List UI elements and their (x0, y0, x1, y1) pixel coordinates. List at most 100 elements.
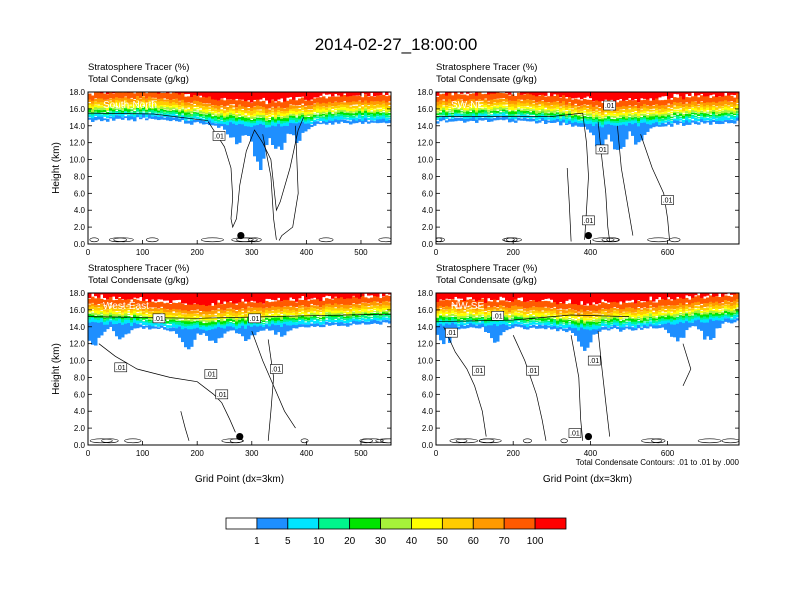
tracer-cell (697, 97, 701, 104)
tracer-cell (574, 293, 578, 306)
tracer-cell (157, 293, 161, 300)
contour-line (207, 117, 304, 229)
tracer-cell (481, 309, 485, 312)
tracer-cell (178, 309, 182, 313)
tracer-cell (94, 298, 98, 305)
tracer-cell (574, 114, 578, 118)
tracer-cell (121, 306, 125, 310)
tracer-cell (454, 117, 458, 122)
tracer-cell (190, 97, 194, 103)
tracer-cell (685, 312, 689, 315)
tracer-cell (688, 92, 692, 96)
tracer-cell (598, 116, 602, 119)
tracer-cell (616, 117, 620, 118)
y-tick-label: 10.0 (69, 156, 85, 165)
tracer-cell (700, 110, 704, 113)
tracer-cell (694, 108, 698, 112)
y-tick-label: 18.0 (417, 88, 433, 97)
tracer-cell (463, 116, 467, 119)
tracer-cell (283, 299, 287, 307)
tracer-cell (664, 116, 668, 119)
tracer-cell (670, 309, 674, 312)
tracer-cell (271, 116, 275, 118)
panel-header-tracer: Stratosphere Tracer (%) (88, 62, 189, 73)
tracer-cell (166, 92, 170, 95)
tracer-cell (199, 314, 203, 317)
tracer-cell (508, 302, 512, 309)
tracer-cell (148, 308, 152, 312)
tracer-cell (700, 112, 704, 115)
tracer-cell (238, 105, 242, 110)
tracer-cell (541, 94, 545, 101)
tracer-cell (223, 119, 227, 123)
contour-label: .01 (493, 313, 503, 320)
y-tick-label: 0.0 (422, 240, 434, 249)
tracer-cell (565, 328, 569, 333)
tracer-cell (616, 308, 620, 313)
tracer-cell (103, 109, 107, 113)
tracer-cell (667, 119, 671, 122)
tracer-cell (127, 92, 131, 99)
contour-label-box (215, 389, 229, 400)
x-tick-label: 400 (300, 248, 314, 257)
contour-label-box (568, 428, 582, 438)
tracer-cell (730, 308, 734, 312)
tracer-cell (148, 311, 152, 314)
tracer-cell (367, 115, 371, 118)
tracer-cell (646, 112, 650, 114)
tracer-cell (328, 112, 332, 116)
tracer-cell (322, 92, 326, 94)
tracer-cell (559, 92, 563, 98)
tracer-cell (586, 314, 590, 318)
tracer-cell (172, 327, 176, 332)
tracer-cell (646, 316, 650, 319)
tracer-cell (556, 107, 560, 110)
tracer-cell (265, 300, 269, 308)
tracer-cell (574, 119, 578, 123)
tracer-cell (682, 119, 686, 123)
tracer-cell (268, 102, 272, 109)
tracer-cell (463, 311, 467, 314)
tracer-cell (544, 116, 548, 121)
tracer-cell (367, 316, 371, 319)
tracer-cell (475, 308, 479, 312)
tracer-cell (541, 311, 545, 315)
tracer-cell (571, 304, 575, 310)
colorbar-swatch (349, 517, 381, 530)
tracer-cell (466, 309, 470, 312)
tracer-cell (211, 111, 215, 114)
tracer-cell (736, 93, 739, 101)
tracer-cell (328, 108, 332, 111)
tracer-cell (175, 328, 179, 334)
tracer-cell (670, 114, 674, 116)
tracer-cell (457, 108, 461, 111)
tracer-cell (526, 118, 530, 122)
tracer-cell (220, 309, 224, 314)
tracer-cell (562, 92, 566, 97)
tracer-cell (667, 310, 671, 314)
tracer-cell (703, 96, 707, 104)
tracer-cell (274, 310, 278, 314)
tracer-cell (550, 108, 554, 112)
tracer-cell (253, 293, 257, 302)
y-tick-label: 2.0 (422, 424, 434, 433)
tracer-cell (385, 111, 389, 115)
tracer-cell (460, 317, 464, 320)
tracer-cell (115, 100, 119, 104)
tracer-cell (550, 120, 554, 123)
tracer-cell (514, 316, 518, 320)
tracer-cell (172, 92, 176, 100)
tracer-cell (619, 304, 623, 310)
tracer-cell (697, 319, 701, 330)
tracer-cell (733, 304, 737, 309)
tracer-cell (688, 112, 692, 116)
tracer-cell (184, 102, 188, 107)
tracer-cell (679, 109, 683, 113)
tracer-cell (556, 118, 560, 122)
tracer-cell (481, 314, 485, 316)
tracer-cell (514, 120, 518, 123)
tracer-cell (439, 308, 443, 312)
tracer-cell (109, 104, 113, 107)
tracer-cell (661, 113, 665, 117)
tracer-cell (697, 92, 701, 96)
